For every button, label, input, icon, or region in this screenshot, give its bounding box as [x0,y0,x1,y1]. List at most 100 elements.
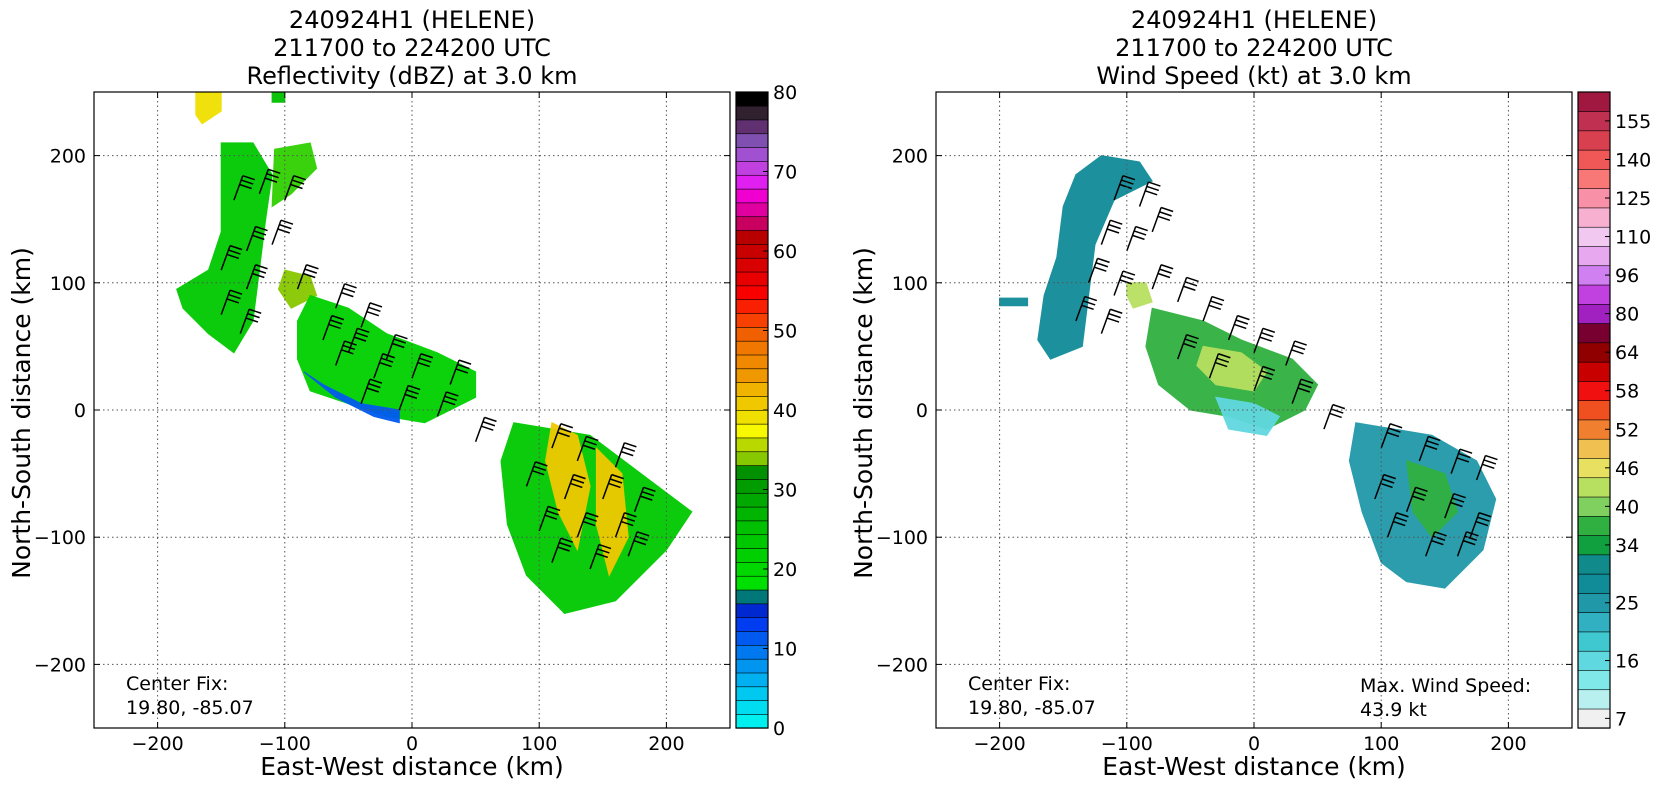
wind-barb-31 [576,512,599,538]
barb-flag [533,465,547,471]
barb-flag [417,361,430,368]
barb-flag [1081,304,1094,311]
wind-barb-21 [436,391,459,417]
wind-speed-colorbar: 7 16 25 34 40 46 52 58 64 80 96 110 125 140 155 [1577,91,1651,730]
colorbar-segment-5 [1577,612,1611,633]
barb-flag [1294,340,1307,346]
wind-barb-28 [1386,512,1409,538]
barb-flag [1464,535,1478,541]
barb-flag [1483,459,1497,465]
barb-flag [1381,478,1395,484]
barb-flag [252,272,265,279]
barb-flag [584,516,597,522]
barb-flag [1386,431,1400,438]
x-tick-label-3: 100 [521,733,557,755]
barb-flag [608,482,621,489]
wind-barb-30 [538,505,561,532]
barb-flag [1412,495,1425,501]
barb-flag [368,306,381,312]
barb-flag [1234,323,1247,330]
panel-title-line-1: 240924H1 (HELENE) [1131,6,1377,34]
barb-flag [255,225,268,232]
barb-flag [247,312,260,319]
colorbar-segment-38 [735,188,769,204]
barb-flag [1218,353,1231,359]
x-tick-label-4: 200 [648,733,684,755]
barb-flag [609,478,623,484]
colorbar-segment-45 [735,91,769,107]
barb-flag [546,510,559,516]
barb-flag [290,183,303,190]
wind-barb-3 [1100,219,1123,245]
barb-flag [380,357,394,363]
wind-barb-5 [1087,257,1110,284]
barb-flag [595,552,609,559]
x-tick-label-2: 0 [406,733,418,755]
wind-barb-32 [614,512,637,538]
barb-flag [369,378,383,384]
barb-flag [544,514,558,520]
barb-flag [484,416,497,423]
colorbar-tick-label-5: 46 [1615,458,1639,480]
barb-flag [1451,497,1465,503]
colorbar-segment-28 [1577,168,1611,189]
colorbar-tick-label-0: 0 [773,718,785,740]
barb-shaft [271,219,282,245]
barb-flag [1237,314,1250,321]
panel-title-line-2: 211700 to 224200 UTC [273,34,551,62]
barb-flag [1396,512,1409,518]
barb-flag [1462,539,1476,546]
wind-barb-12 [1227,314,1250,341]
barb-flag [1106,317,1120,323]
barb-flag [1108,312,1121,319]
colorbar-tick-label-14: 155 [1615,111,1651,133]
colorbar-segment-22 [735,409,769,425]
wind-barb-17 [411,353,434,379]
colorbar-segment-8 [1577,554,1611,575]
barb-flag [1210,300,1223,306]
barb-flag [1459,448,1473,454]
barb-flag [357,327,370,334]
wind-barb-2 [1151,206,1174,233]
barb-flag [280,219,294,225]
echo-region-1 [271,142,318,208]
colorbar-tick-label-13: 140 [1615,149,1651,171]
barb-flag [264,177,278,183]
colorbar-segment-1 [1577,689,1611,710]
colorbar-segment-8 [735,603,769,618]
barb-flag [226,298,240,304]
barb-flag [1183,285,1196,291]
barb-flag [1208,304,1222,311]
colorbar-segment-19 [735,451,769,466]
barb-flag [392,342,405,349]
barb-flag [1160,206,1174,213]
barb-flag [342,287,356,293]
colorbar-tick-label-1: 16 [1615,651,1639,673]
colorbar-tick-label-10: 96 [1615,265,1639,287]
barb-flag [1095,262,1109,268]
barb-flag [395,333,408,340]
colorbar-tick-label-5: 50 [773,321,797,343]
barb-flag [558,427,572,433]
barb-flag [624,442,637,448]
barb-flag [1186,276,1199,283]
colorbar-segment-37 [735,202,769,218]
barb-flag [393,338,407,344]
barb-flag [620,520,634,527]
wind-barb-3 [245,225,268,252]
barb-flag [291,179,305,185]
colorbar-segment-41 [735,147,769,162]
barb-flag [1478,512,1492,518]
wind-barb-16 [1208,353,1231,379]
barb-flag [586,435,599,442]
colorbar-segment-35 [735,229,769,245]
barb-flag [1135,225,1148,232]
colorbar-segment-25 [735,368,769,383]
barb-flag [1122,174,1136,181]
wind-barb-34 [589,543,612,570]
barb-flag [535,461,548,467]
colorbar-segment-13 [735,534,769,549]
wind-barb-10 [1176,276,1199,303]
barb-flag [1148,181,1161,187]
